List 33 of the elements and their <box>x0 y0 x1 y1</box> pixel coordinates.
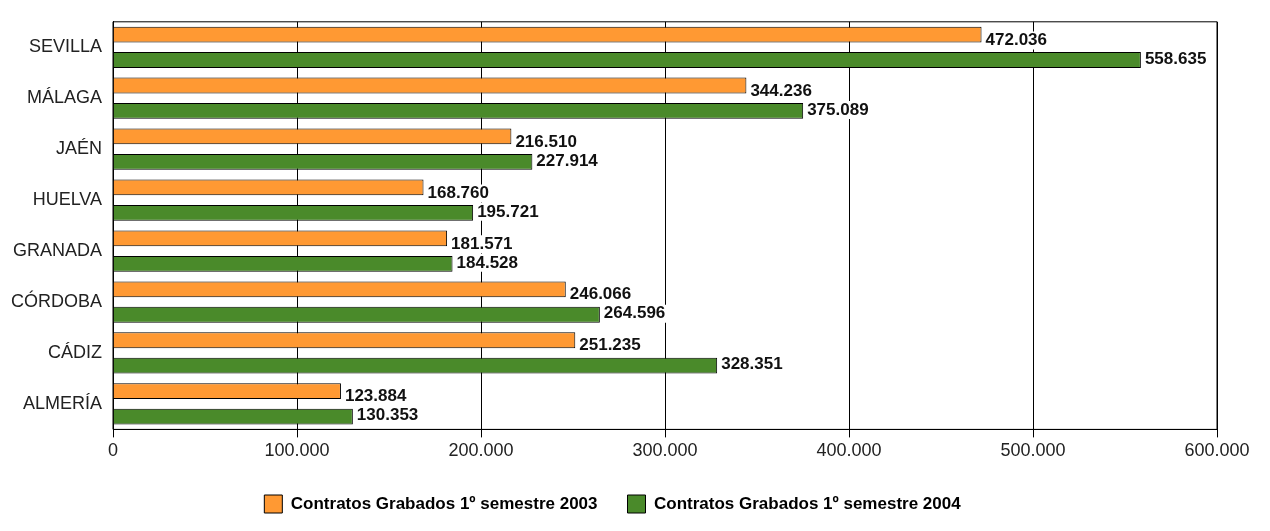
y-tick-label: HUELVA <box>32 189 103 210</box>
legend-label: Contratos Grabados 1º semestre 2004 <box>654 493 962 513</box>
data-label: 246.066 <box>569 284 632 304</box>
y-tick-label: GRANADA <box>13 240 103 261</box>
data-label: 123.884 <box>344 386 407 406</box>
data-label: 227.914 <box>536 150 599 170</box>
y-tick-label: ALMERÍA <box>22 392 103 413</box>
y-tick-label: MÁLAGA <box>26 87 103 108</box>
x-tick-label: 400.000 <box>816 440 882 461</box>
data-label: 130.353 <box>356 405 419 425</box>
x-tick-label: 0 <box>108 440 119 461</box>
data-label: 344.236 <box>750 80 812 100</box>
data-label: 168.760 <box>427 182 489 202</box>
data-label: 251.235 <box>579 335 641 355</box>
y-tick-label: SEVILLA <box>28 36 103 57</box>
data-label: 472.036 <box>985 29 1047 49</box>
data-label: 184.528 <box>456 252 518 272</box>
legend-label: Contratos Grabados 1º semestre 2003 <box>290 493 598 513</box>
y-tick-label: CÁDIZ <box>48 341 103 362</box>
x-tick-label: 100.000 <box>264 440 330 461</box>
data-label: 216.510 <box>515 131 577 151</box>
y-tick-label: CÓRDOBA <box>11 289 103 311</box>
data-label: 328.351 <box>721 354 783 374</box>
data-label: 195.721 <box>477 201 539 221</box>
x-tick-label: 200.000 <box>448 440 514 461</box>
x-tick-label: 300.000 <box>632 440 698 461</box>
data-label: 558.635 <box>1144 48 1207 68</box>
x-tick-label: 500.000 <box>1000 440 1066 461</box>
data-label: 264.596 <box>603 303 666 323</box>
y-tick-label: JAÉN <box>56 138 103 159</box>
data-label: 375.089 <box>807 99 869 119</box>
data-label: 181.571 <box>451 233 513 253</box>
x-tick-label: 600.000 <box>1184 440 1250 461</box>
